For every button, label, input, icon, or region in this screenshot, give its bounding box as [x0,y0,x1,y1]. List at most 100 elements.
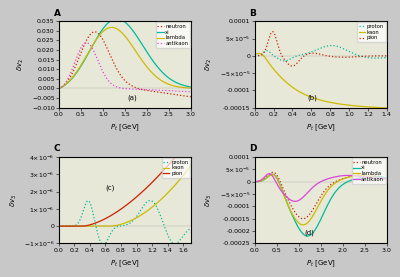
xi [116,17,121,20]
neutron [286,200,291,203]
antikaon [56,87,61,90]
xi [305,234,310,238]
Text: C: C [54,145,60,153]
Line: lambda: lambda [255,174,387,225]
Legend: proton, kaon, pion: proton, kaon, pion [357,22,386,42]
pion [119,207,124,210]
pion [384,54,389,58]
lambda [384,178,389,181]
antikaon [276,184,281,188]
antikaon [80,44,84,48]
antikaon [134,88,139,91]
xi [252,180,257,183]
neutron [56,87,61,90]
Legend: proton, kaon, pion: proton, kaon, pion [162,158,190,178]
neutron [92,30,97,34]
neutron [156,91,161,94]
antikaon [116,86,121,89]
Text: B: B [249,9,256,18]
neutron [276,176,281,179]
Y-axis label: $\delta v_3$: $\delta v_3$ [204,194,214,207]
antikaon [286,197,291,201]
lambda [352,174,357,178]
proton [384,56,389,59]
lambda [301,223,306,227]
pion [316,52,320,55]
kaon [324,100,329,103]
X-axis label: $P_t$ [GeV]: $P_t$ [GeV] [110,258,140,269]
Line: kaon: kaon [255,53,387,108]
proton [148,199,152,202]
neutron [270,171,275,174]
proton [101,243,106,247]
Line: xi: xi [255,174,387,236]
neutron [80,48,84,52]
lambda [134,51,139,55]
Text: (b): (b) [308,94,317,101]
kaon [165,192,170,195]
X-axis label: $P_t$ [GeV]: $P_t$ [GeV] [306,258,336,269]
kaon [316,98,321,101]
xi [115,17,120,20]
Line: neutron: neutron [255,172,387,219]
antikaon [292,200,297,203]
Line: pion: pion [59,138,191,226]
neutron [134,86,139,90]
xi [145,51,150,54]
Y-axis label: $\delta v_2$: $\delta v_2$ [16,58,26,71]
Line: kaon: kaon [59,166,191,226]
pion [128,201,133,204]
kaon [382,106,386,109]
antikaon [330,176,335,179]
kaon [256,52,261,55]
neutron [352,174,357,177]
Line: lambda: lambda [59,27,191,88]
neutron [330,181,335,185]
pion [165,165,170,168]
pion [252,54,257,57]
kaon [119,222,124,226]
lambda [270,173,275,176]
kaon [188,164,193,167]
xi [341,183,346,186]
pion [120,206,125,210]
pion [382,54,386,58]
neutron [116,71,121,74]
neutron [312,205,317,208]
xi [286,206,291,209]
lambda [109,26,114,29]
kaon [252,53,257,56]
proton [188,227,193,230]
lambda [286,206,291,209]
antikaon [312,184,317,187]
xi [384,176,389,179]
proton [56,224,61,228]
xi [276,179,281,182]
xi [270,173,275,176]
Text: (d): (d) [305,230,315,236]
pion [324,54,329,57]
Line: pion: pion [255,32,387,66]
lambda [156,77,161,80]
pion [361,55,366,58]
neutron [145,89,150,92]
xi [56,87,61,90]
kaon [331,101,336,105]
neutron [188,95,193,99]
proton [316,47,321,51]
proton [324,45,329,48]
proton [361,55,366,58]
kaon [384,106,389,110]
neutron [341,177,346,180]
antikaon [145,88,150,91]
lambda [116,28,121,32]
antikaon [267,172,272,175]
kaon [185,168,190,171]
xi [156,66,161,70]
Line: proton: proton [255,45,387,61]
Text: (a): (a) [128,94,137,101]
antikaon [341,174,346,177]
lambda [145,66,150,69]
proton [329,44,334,47]
neutron [252,180,257,183]
